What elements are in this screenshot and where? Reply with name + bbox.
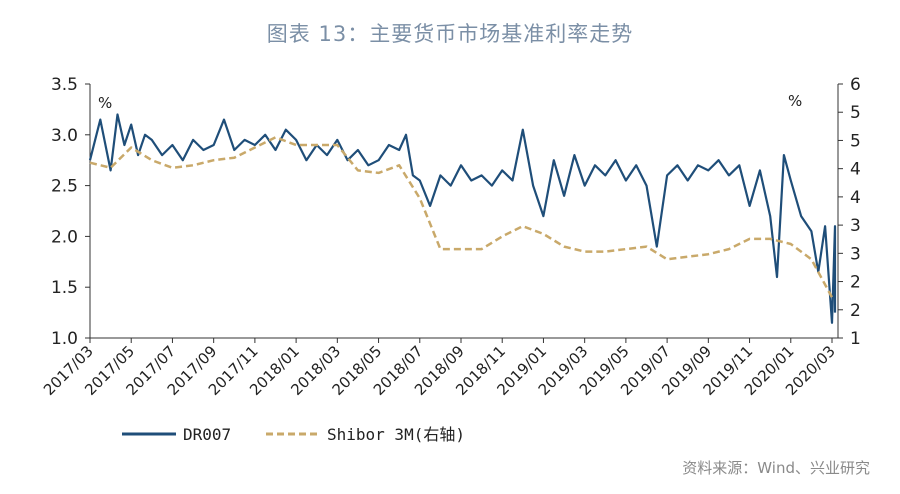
y-right-tick-label: 4: [850, 160, 861, 180]
series-line-dr007: [88, 113, 837, 324]
y-left-tick-label: 3.0: [51, 126, 78, 146]
series-line-shibor: [89, 136, 834, 298]
y-right-tick-label: 1: [850, 329, 861, 349]
y-right-unit-label: %: [788, 92, 802, 110]
y-right-tick-label: 6: [850, 75, 861, 95]
legend-label-shibor: Shibor 3M(右轴): [327, 425, 465, 444]
y-right-tick-label: 5: [850, 103, 861, 123]
y-left-tick-label: 2.5: [51, 177, 78, 197]
y-right-tick-label: 2: [850, 301, 861, 321]
legend-label-dr007: DR007: [183, 425, 231, 444]
y-left-tick-label: 3.5: [51, 75, 78, 95]
y-right-tick-label: 4: [850, 188, 861, 208]
y-right-tick-label: 3: [850, 244, 861, 264]
y-left-tick-label: 2.0: [51, 227, 78, 247]
y-right-tick-label: 3: [850, 216, 861, 236]
y-left-tick-label: 1.5: [51, 278, 78, 298]
source-note: 资料来源：Wind、兴业研究: [682, 459, 870, 477]
y-right-tick-label: 2: [850, 273, 861, 293]
chart-series: [88, 113, 837, 324]
y-left-tick-label: 1.0: [51, 329, 78, 349]
y-left-unit-label: %: [98, 94, 112, 112]
chart-title: 图表 13：主要货币市场基准利率走势: [266, 22, 634, 46]
y-right-tick-label: 5: [850, 131, 861, 151]
chart-axes: [89, 84, 839, 339]
chart-legend: DR007 Shibor 3M(右轴): [122, 425, 465, 444]
